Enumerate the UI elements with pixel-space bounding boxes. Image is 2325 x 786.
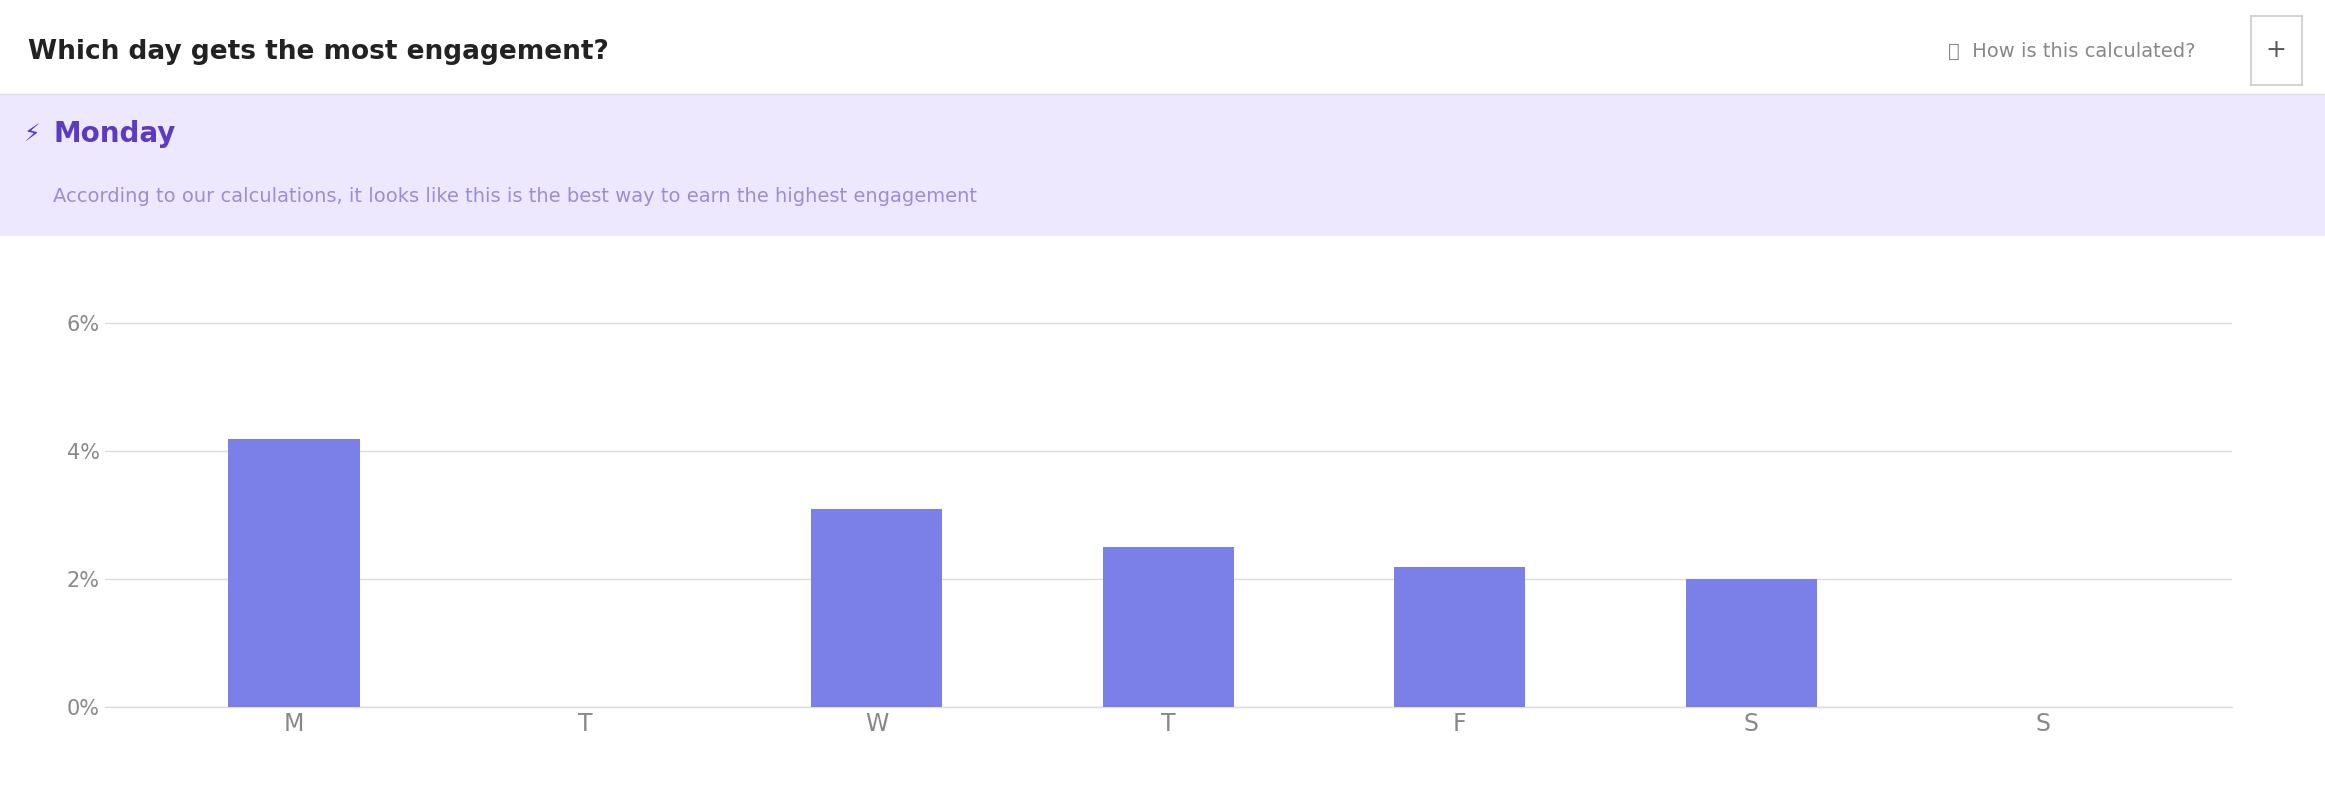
Text: According to our calculations, it looks like this is the best way to earn the hi: According to our calculations, it looks … — [53, 187, 976, 206]
Bar — [1686, 579, 1816, 707]
Text: ⚡: ⚡ — [23, 122, 40, 146]
Text: Which day gets the most engagement?: Which day gets the most engagement? — [28, 39, 609, 65]
Text: ⓘ  How is this calculated?: ⓘ How is this calculated? — [1948, 42, 2195, 61]
Bar — [811, 509, 942, 707]
Bar — [1395, 567, 1525, 707]
Bar — [1102, 547, 1235, 707]
Text: +: + — [2267, 39, 2285, 62]
Bar — [228, 439, 360, 707]
Text: Monday: Monday — [53, 120, 177, 148]
